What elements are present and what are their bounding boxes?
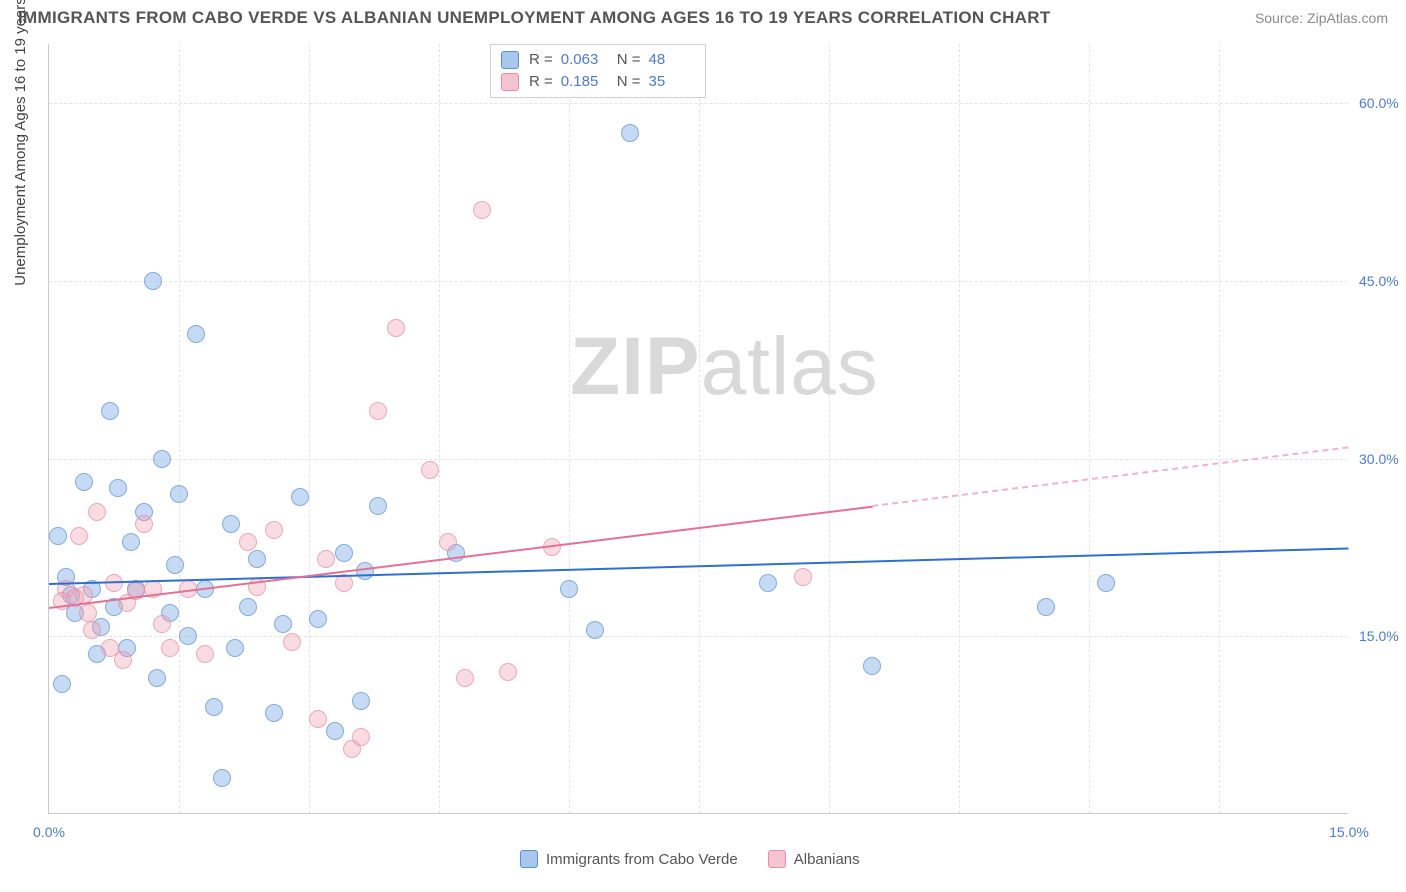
gridline-vertical [959,44,960,813]
legend-swatch [768,850,786,868]
chart-plot-area: 15.0%30.0%45.0%60.0%0.0%15.0% [48,44,1348,814]
scatter-point [79,604,97,622]
scatter-point [101,402,119,420]
scatter-point [499,663,517,681]
gridline-vertical [309,44,310,813]
scatter-point [794,568,812,586]
scatter-point [213,769,231,787]
scatter-point [114,651,132,669]
chart-title: IMMIGRANTS FROM CABO VERDE VS ALBANIAN U… [18,8,1051,28]
gridline-vertical [1089,44,1090,813]
scatter-point [122,533,140,551]
scatter-point [369,497,387,515]
scatter-point [1037,598,1055,616]
scatter-point [586,621,604,639]
x-tick-label: 0.0% [33,824,65,840]
stat-n-label: N = [617,49,641,71]
stats-legend: R = 0.063 N = 48 R = 0.185 N = 35 [490,44,706,98]
x-tick-label: 15.0% [1329,824,1369,840]
scatter-point [70,527,88,545]
scatter-point [863,657,881,675]
scatter-point [309,710,327,728]
legend-swatch [501,51,519,69]
scatter-point [75,473,93,491]
scatter-point [53,675,71,693]
scatter-point [49,527,67,545]
scatter-point [352,692,370,710]
scatter-point [317,550,335,568]
stat-r-label: R = [529,49,553,71]
scatter-point [326,722,344,740]
scatter-point [135,515,153,533]
scatter-point [1097,574,1115,592]
gridline-vertical [699,44,700,813]
scatter-point [759,574,777,592]
scatter-point [153,615,171,633]
scatter-point [283,633,301,651]
scatter-point [439,533,457,551]
scatter-point [265,521,283,539]
scatter-point [621,124,639,142]
gridline-vertical [569,44,570,813]
stat-r-value: 0.063 [561,49,607,71]
gridline-vertical [1219,44,1220,813]
legend-label: Immigrants from Cabo Verde [546,851,738,868]
scatter-point [335,544,353,562]
y-tick-label: 15.0% [1359,628,1399,644]
scatter-point [170,485,188,503]
scatter-point [387,319,405,337]
scatter-point [456,669,474,687]
stats-legend-row: R = 0.185 N = 35 [501,71,695,93]
scatter-point [148,669,166,687]
legend-swatch [501,73,519,91]
stat-r-value: 0.185 [561,71,607,93]
scatter-point [239,598,257,616]
scatter-point [187,325,205,343]
trend-line [872,447,1349,508]
bottom-legend: Immigrants from Cabo Verde Albanians [520,850,860,868]
scatter-point [83,621,101,639]
scatter-point [239,533,257,551]
stat-n-label: N = [617,71,641,93]
scatter-point [153,450,171,468]
y-axis-title: Unemployment Among Ages 16 to 19 years [12,0,29,286]
y-tick-label: 45.0% [1359,273,1399,289]
scatter-point [109,479,127,497]
gridline-vertical [439,44,440,813]
scatter-point [560,580,578,598]
gridline-vertical [829,44,830,813]
scatter-point [473,201,491,219]
gridline-vertical [179,44,180,813]
scatter-point [166,556,184,574]
stat-n-value: 35 [649,71,695,93]
scatter-point [421,461,439,479]
scatter-point [352,728,370,746]
scatter-point [179,627,197,645]
scatter-point [248,550,266,568]
scatter-point [222,515,240,533]
y-tick-label: 60.0% [1359,95,1399,111]
scatter-point [196,645,214,663]
scatter-point [309,610,327,628]
y-tick-label: 30.0% [1359,451,1399,467]
legend-label: Albanians [794,851,860,868]
scatter-point [265,704,283,722]
scatter-point [226,639,244,657]
stat-n-value: 48 [649,49,695,71]
scatter-point [161,639,179,657]
legend-item: Immigrants from Cabo Verde [520,850,738,868]
scatter-point [205,698,223,716]
scatter-point [369,402,387,420]
scatter-point [88,503,106,521]
scatter-point [274,615,292,633]
scatter-point [291,488,309,506]
stat-r-label: R = [529,71,553,93]
source-label: Source: ZipAtlas.com [1255,10,1388,26]
stats-legend-row: R = 0.063 N = 48 [501,49,695,71]
scatter-point [144,272,162,290]
legend-item: Albanians [768,850,860,868]
legend-swatch [520,850,538,868]
scatter-point [356,562,374,580]
